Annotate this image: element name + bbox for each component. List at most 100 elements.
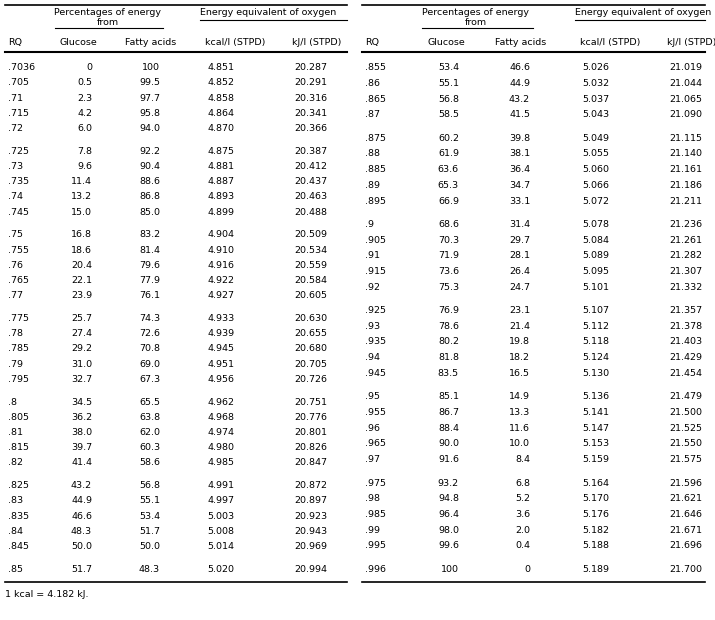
Text: 93.2: 93.2 — [438, 479, 459, 487]
Text: 2.3: 2.3 — [77, 94, 92, 102]
Text: 77.9: 77.9 — [139, 276, 160, 285]
Text: 20.341: 20.341 — [294, 108, 327, 118]
Text: 4.870: 4.870 — [207, 124, 234, 133]
Text: 1 kcal = 4.182 kJ.: 1 kcal = 4.182 kJ. — [5, 590, 89, 599]
Text: 0: 0 — [524, 565, 530, 574]
Text: 63.8: 63.8 — [139, 413, 160, 422]
Text: 25.7: 25.7 — [71, 314, 92, 323]
Text: 31.0: 31.0 — [71, 360, 92, 369]
Text: 71.9: 71.9 — [438, 251, 459, 260]
Text: 21.140: 21.140 — [669, 149, 702, 159]
Text: 20.680: 20.680 — [294, 345, 327, 353]
Text: 23.1: 23.1 — [509, 306, 530, 315]
Text: 50.0: 50.0 — [71, 542, 92, 551]
Text: 76.1: 76.1 — [139, 291, 160, 300]
Text: .93: .93 — [365, 322, 380, 331]
Text: .8: .8 — [8, 397, 17, 407]
Text: 21.186: 21.186 — [669, 181, 702, 190]
Text: 21.4: 21.4 — [509, 322, 530, 331]
Text: 21.261: 21.261 — [669, 236, 702, 245]
Text: 62.0: 62.0 — [139, 428, 160, 437]
Text: 5.049: 5.049 — [582, 134, 609, 143]
Text: 38.1: 38.1 — [509, 149, 530, 159]
Text: 4.904: 4.904 — [207, 231, 234, 239]
Text: 20.801: 20.801 — [294, 428, 327, 437]
Text: .94: .94 — [365, 353, 380, 362]
Text: 5.182: 5.182 — [582, 526, 609, 534]
Text: 14.9: 14.9 — [509, 392, 530, 401]
Text: 5.084: 5.084 — [582, 236, 609, 245]
Text: 85.0: 85.0 — [139, 208, 160, 216]
Text: 81.8: 81.8 — [438, 353, 459, 362]
Text: .82: .82 — [8, 458, 23, 467]
Text: 91.6: 91.6 — [438, 455, 459, 464]
Text: .915: .915 — [365, 267, 386, 276]
Text: 83.5: 83.5 — [438, 369, 459, 378]
Text: 21.646: 21.646 — [669, 510, 702, 519]
Text: 46.6: 46.6 — [71, 512, 92, 521]
Text: .7036: .7036 — [8, 63, 35, 72]
Text: 5.026: 5.026 — [582, 63, 609, 73]
Text: 20.969: 20.969 — [294, 542, 327, 551]
Text: 20.437: 20.437 — [294, 177, 327, 186]
Text: 56.8: 56.8 — [139, 481, 160, 490]
Text: kcal/l (STPD): kcal/l (STPD) — [580, 38, 641, 47]
Text: .95: .95 — [365, 392, 380, 401]
Text: .725: .725 — [8, 147, 29, 156]
Text: 99.6: 99.6 — [438, 541, 459, 550]
Text: 5.014: 5.014 — [207, 542, 234, 551]
Text: 4.985: 4.985 — [207, 458, 234, 467]
Text: 21.621: 21.621 — [669, 494, 702, 503]
Text: .96: .96 — [365, 423, 380, 433]
Text: 81.4: 81.4 — [139, 246, 160, 255]
Text: .765: .765 — [8, 276, 29, 285]
Text: 4.956: 4.956 — [207, 375, 234, 384]
Text: 16.5: 16.5 — [509, 369, 530, 378]
Text: 100: 100 — [142, 63, 160, 72]
Text: 44.9: 44.9 — [71, 497, 92, 505]
Text: 4.852: 4.852 — [207, 78, 234, 87]
Text: 83.2: 83.2 — [139, 231, 160, 239]
Text: 3.6: 3.6 — [515, 510, 530, 519]
Text: 39.7: 39.7 — [71, 443, 92, 452]
Text: .86: .86 — [365, 79, 380, 88]
Text: 5.107: 5.107 — [582, 306, 609, 315]
Text: .975: .975 — [365, 479, 386, 487]
Text: .73: .73 — [8, 162, 23, 171]
Text: 68.6: 68.6 — [438, 220, 459, 229]
Text: 20.943: 20.943 — [294, 527, 327, 536]
Text: 4.887: 4.887 — [207, 177, 234, 186]
Text: 21.575: 21.575 — [669, 455, 702, 464]
Text: 20.751: 20.751 — [294, 397, 327, 407]
Text: .77: .77 — [8, 291, 23, 300]
Text: 33.1: 33.1 — [509, 197, 530, 205]
Text: .995: .995 — [365, 541, 386, 550]
Text: 5.060: 5.060 — [582, 165, 609, 174]
Text: .945: .945 — [365, 369, 386, 378]
Text: 53.4: 53.4 — [438, 63, 459, 73]
Text: .88: .88 — [365, 149, 380, 159]
Text: 4.962: 4.962 — [207, 397, 234, 407]
Text: 90.4: 90.4 — [139, 162, 160, 171]
Text: .755: .755 — [8, 246, 29, 255]
Text: 4.927: 4.927 — [207, 291, 234, 300]
Text: 0.4: 0.4 — [515, 541, 530, 550]
Text: 11.6: 11.6 — [509, 423, 530, 433]
Text: .705: .705 — [8, 78, 29, 87]
Text: 18.2: 18.2 — [509, 353, 530, 362]
Text: .805: .805 — [8, 413, 29, 422]
Text: 20.847: 20.847 — [294, 458, 327, 467]
Text: 48.3: 48.3 — [71, 527, 92, 536]
Text: Energy equivalent of oxygen: Energy equivalent of oxygen — [200, 8, 337, 17]
Text: 5.170: 5.170 — [582, 494, 609, 503]
Text: 66.9: 66.9 — [438, 197, 459, 205]
Text: 36.2: 36.2 — [71, 413, 92, 422]
Text: .905: .905 — [365, 236, 386, 245]
Text: 4.939: 4.939 — [207, 329, 234, 338]
Text: .72: .72 — [8, 124, 23, 133]
Text: .79: .79 — [8, 360, 23, 369]
Text: .885: .885 — [365, 165, 386, 174]
Text: .71: .71 — [8, 94, 23, 102]
Text: 5.066: 5.066 — [582, 181, 609, 190]
Text: 65.3: 65.3 — [438, 181, 459, 190]
